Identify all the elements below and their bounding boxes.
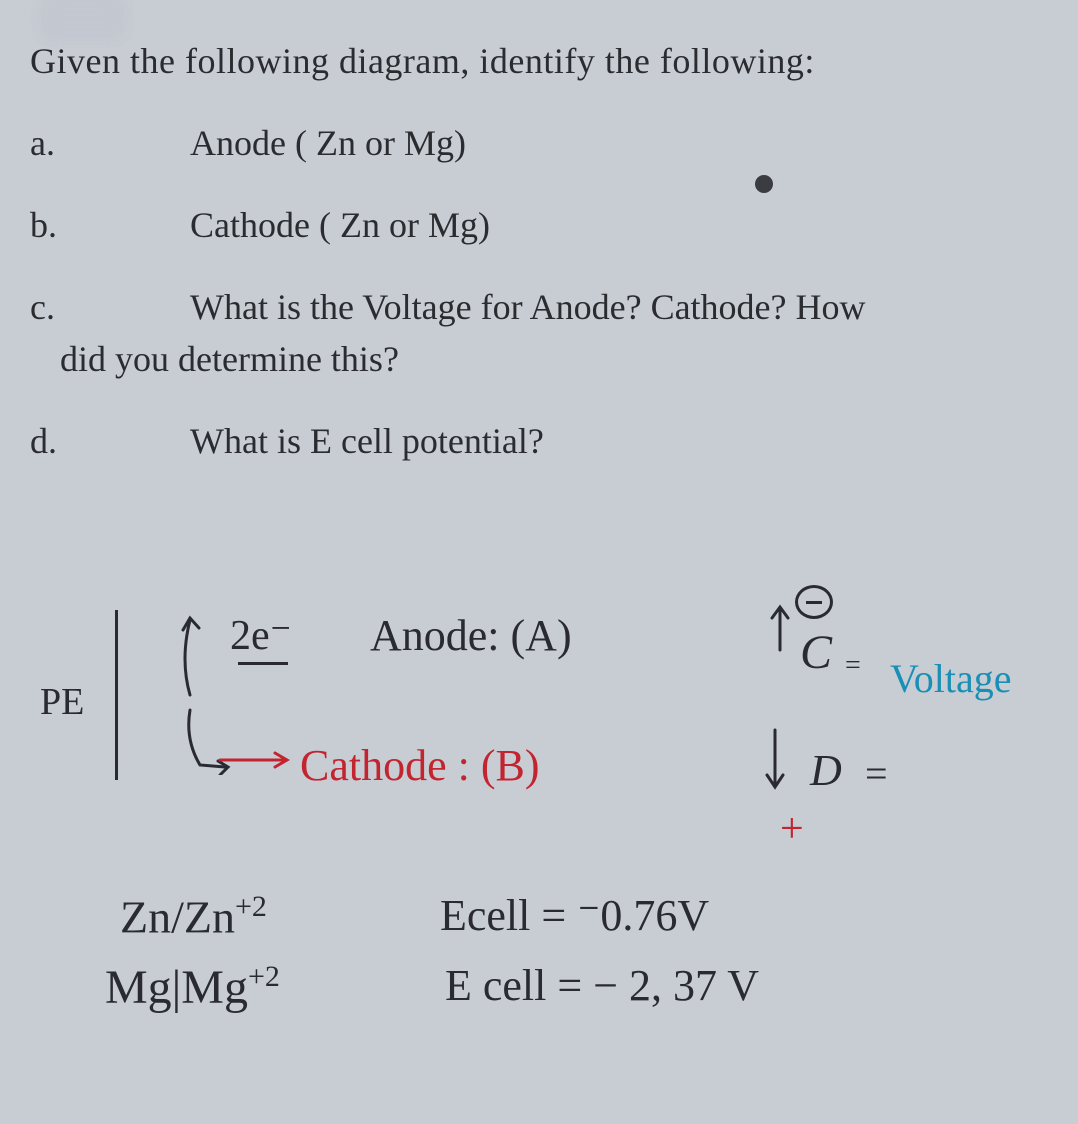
c-sub: = <box>845 650 861 682</box>
plus-label: + <box>780 805 804 853</box>
item-d: d. What is E cell potential? <box>30 420 1048 462</box>
mg-text: Mg|Mg <box>105 961 248 1014</box>
c-label: C <box>800 625 832 680</box>
voltage-label: Voltage <box>890 655 1011 702</box>
item-text-c: What is the Voltage for Anode? Cathode? … <box>190 286 866 328</box>
item-b: b. Cathode ( Zn or Mg) <box>30 204 1048 246</box>
ecell-1: Ecell = ⁻0.76V <box>440 890 709 941</box>
item-letter-c: c. <box>30 286 90 328</box>
minus-sign <box>806 601 822 604</box>
anode-label: Anode: (A) <box>370 610 572 661</box>
underline <box>238 662 288 665</box>
item-text-d: What is E cell potential? <box>190 420 544 462</box>
pe-label: PE <box>40 680 84 724</box>
mg-sup: +2 <box>248 960 280 993</box>
zn-equation: Zn/Zn+2 <box>120 890 267 943</box>
item-c: c. What is the Voltage for Anode? Cathod… <box>30 286 1048 328</box>
page-title: Given the following diagram, identify th… <box>30 40 1048 82</box>
d-eq: = <box>865 750 888 797</box>
item-c-line2: did you determine this? <box>60 338 1048 380</box>
ecell-2: E cell = − 2, 37 V <box>445 960 759 1011</box>
zn-sup: +2 <box>235 890 267 923</box>
dot-marker <box>755 175 773 193</box>
arrow-up-right-icon <box>760 600 800 655</box>
handwritten-diagram: PE 2e⁻ Anode: (A) Cathode : (B) <box>0 590 1078 1120</box>
item-a: a. Anode ( Zn or Mg) <box>30 122 1048 164</box>
cathode-label: Cathode : (B) <box>300 740 540 791</box>
item-letter-d: d. <box>30 420 90 462</box>
worksheet-page: Given the following diagram, identify th… <box>0 0 1078 1124</box>
item-text-b: Cathode ( Zn or Mg) <box>190 204 490 246</box>
arrow-up-icon <box>155 610 225 700</box>
mg-equation: Mg|Mg+2 <box>105 960 280 1015</box>
item-letter-a: a. <box>30 122 90 164</box>
vertical-bar <box>115 610 118 780</box>
item-text-a: Anode ( Zn or Mg) <box>190 122 466 164</box>
arrow-down-right-icon <box>755 725 795 795</box>
zn-text: Zn/Zn <box>120 891 235 942</box>
two-e-label: 2e⁻ <box>230 610 292 660</box>
d-label: D <box>810 745 842 796</box>
minus-circle-icon <box>795 585 833 619</box>
item-letter-b: b. <box>30 204 90 246</box>
cathode-arrow-icon <box>215 745 295 775</box>
blur-mark <box>45 2 120 34</box>
